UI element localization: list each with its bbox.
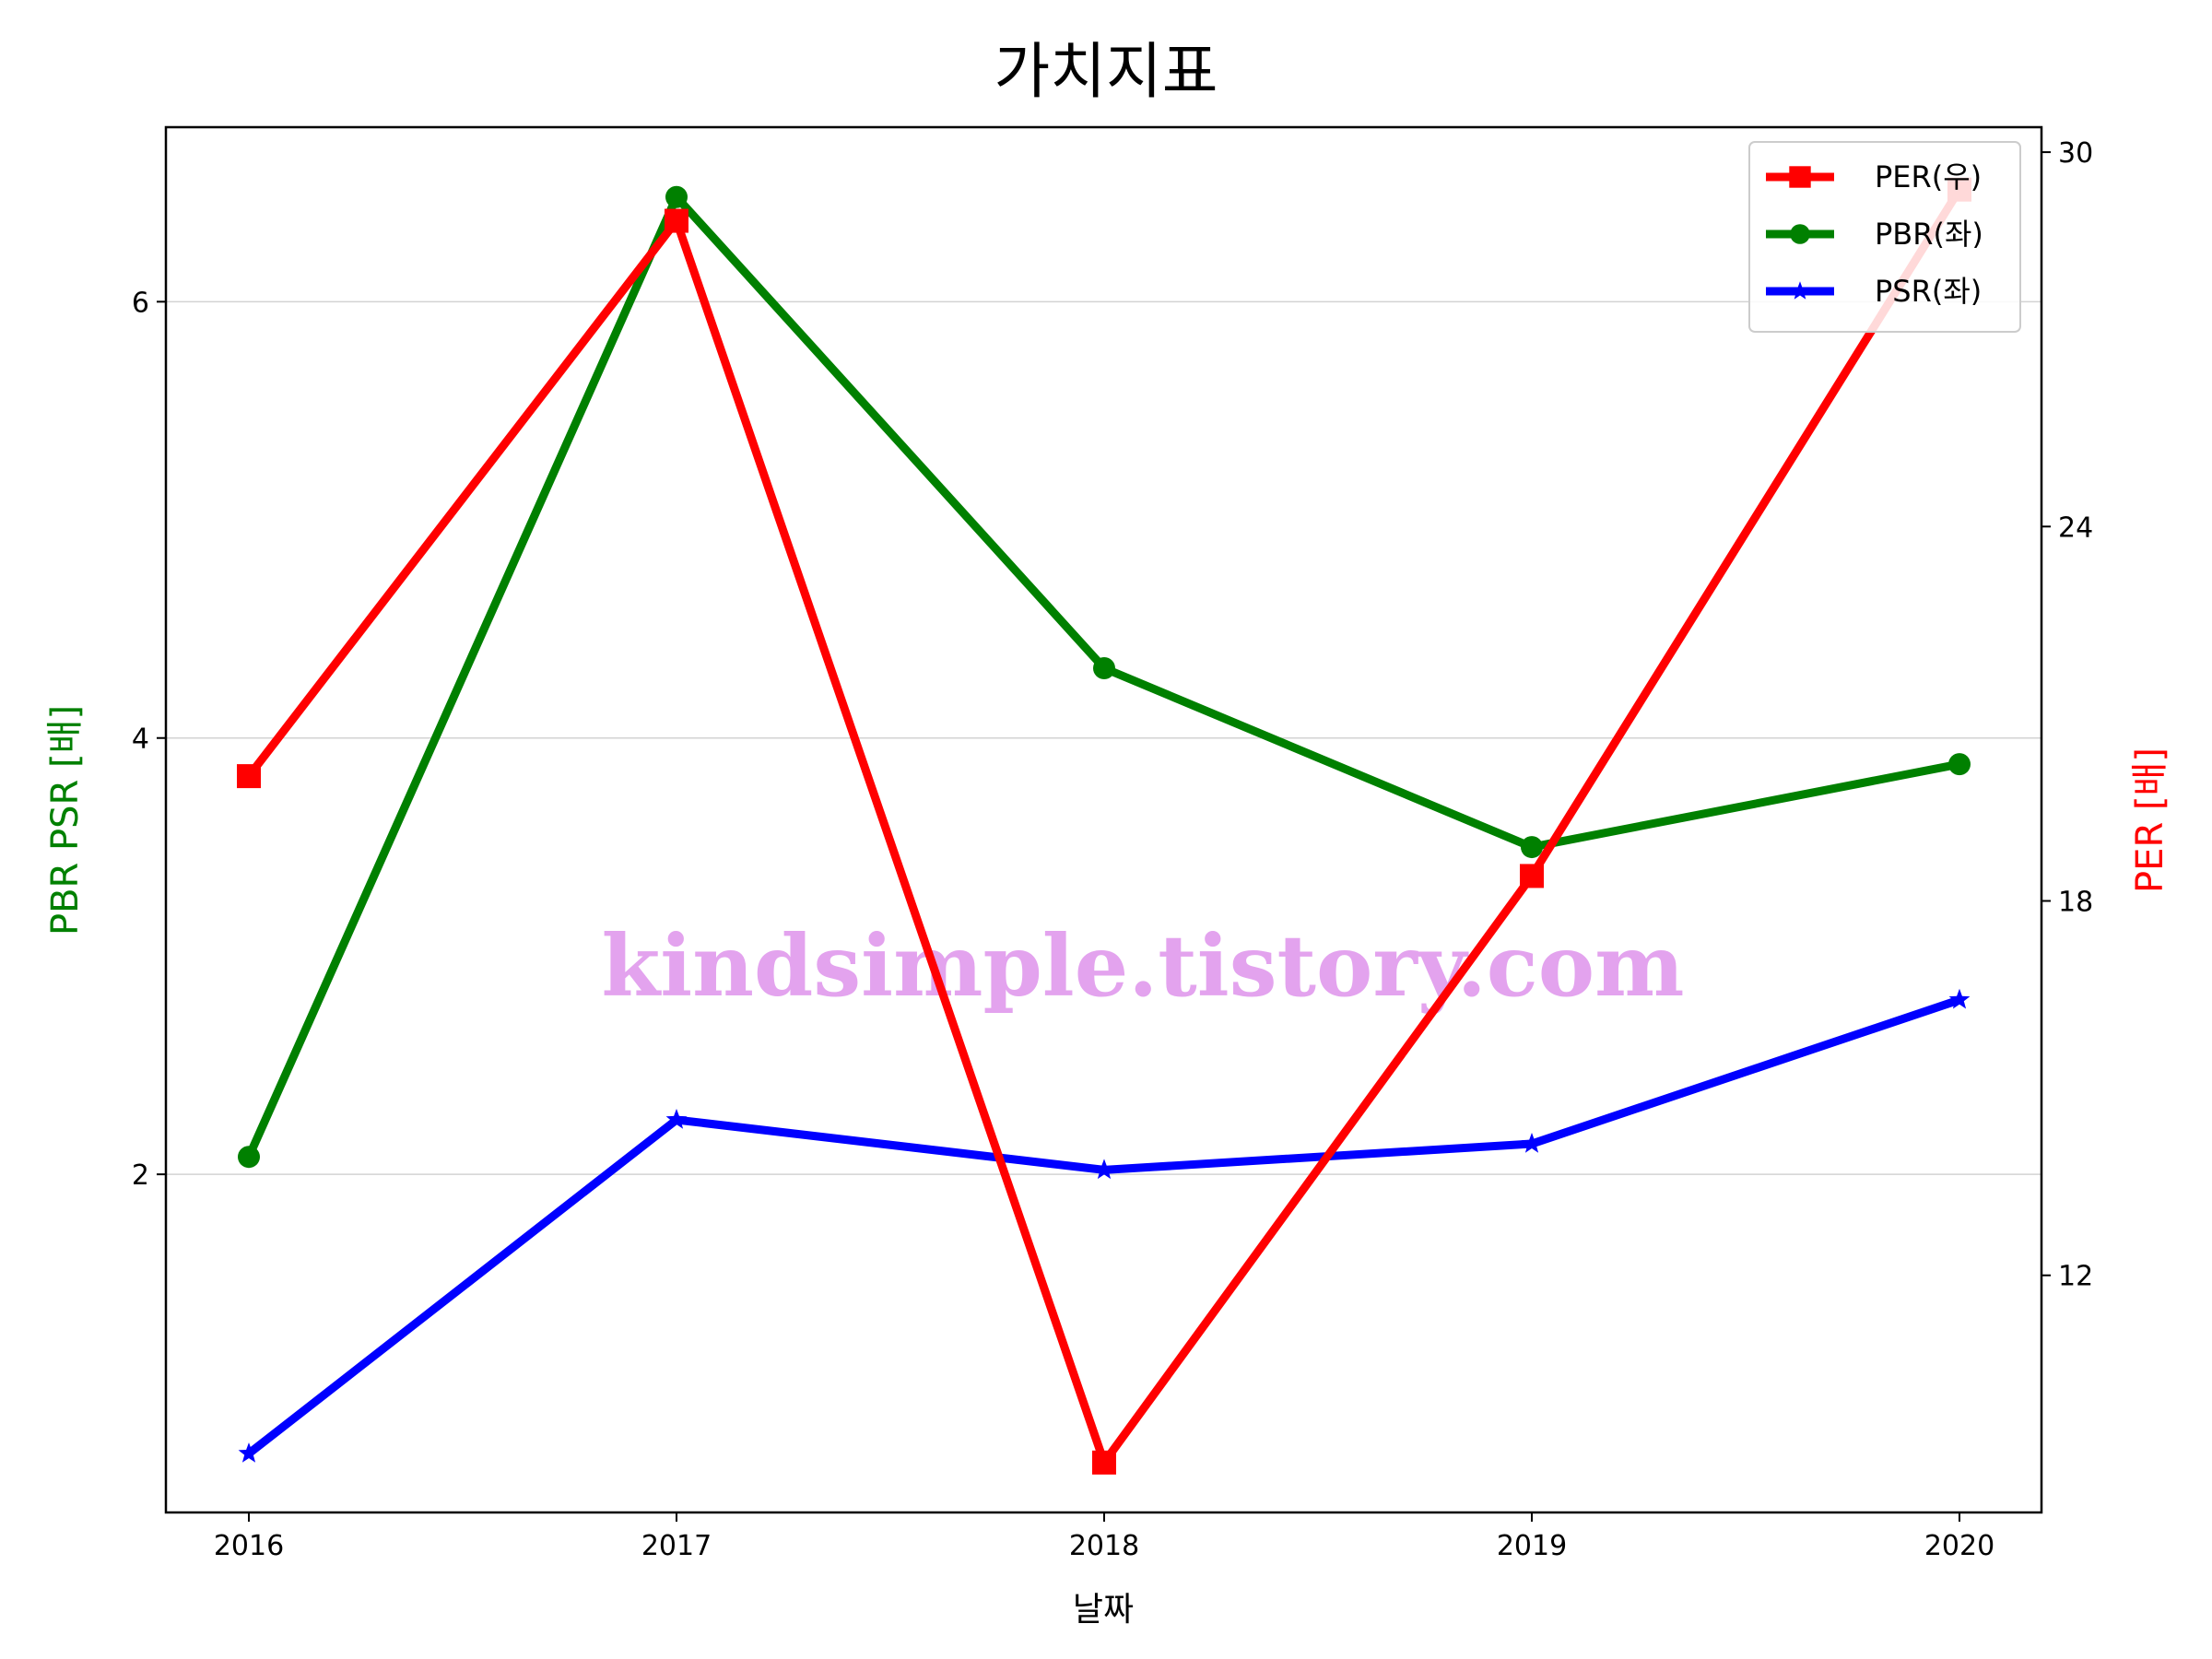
data-point-psr [1521, 1133, 1543, 1153]
data-point-psr [1093, 1159, 1115, 1180]
legend-label: PSR(좌) [1875, 274, 1982, 309]
x-axis-label: 날짜 [1073, 1591, 1134, 1629]
data-point-psr [665, 1109, 688, 1129]
y-left-tick-label: 4 [132, 724, 149, 756]
data-point-pbr [1948, 753, 1971, 776]
x-axis: 2016 2017 2018 2019 2020 [214, 1512, 1994, 1562]
data-point-per [1520, 864, 1544, 888]
y-axis-right-label: PER [배] [2129, 747, 2171, 893]
y-axis-left: 2 4 6 [132, 287, 166, 1192]
legend-label: PBR(좌) [1875, 217, 1983, 252]
series-per [237, 177, 1971, 1475]
legend-item-per: PER(우) [1766, 159, 1982, 194]
legend-box [1748, 141, 2021, 333]
legend-item-psr: PSR(좌) [1766, 274, 1982, 309]
data-point-per [237, 764, 261, 789]
data-point-pbr [238, 1146, 260, 1169]
data-point-psr [1948, 988, 1971, 1009]
legend-item-pbr: PBR(좌) [1766, 217, 1983, 252]
legend-label: PER(우) [1875, 159, 1982, 194]
watermark-layer: kindsimple.tistory.com [601, 916, 1684, 1016]
data-point-psr [238, 1442, 260, 1463]
data-point-per [665, 208, 688, 233]
y-left-tick-label: 6 [132, 287, 149, 319]
data-point-pbr [1093, 656, 1115, 679]
x-tick-label: 2019 [1497, 1530, 1567, 1562]
x-tick-label: 2016 [214, 1530, 284, 1562]
y-right-tick-label: 24 [2058, 512, 2093, 544]
legend-marker [1790, 224, 1810, 244]
y-left-tick-label: 2 [132, 1159, 149, 1192]
legend: PER(우) PBR(좌) PSR(좌) [1748, 141, 2021, 333]
data-point-pbr [1521, 836, 1543, 859]
y-right-tick-label: 18 [2058, 887, 2093, 919]
series-psr [238, 988, 1971, 1463]
legend-marker [1790, 281, 1810, 300]
x-tick-label: 2017 [641, 1530, 712, 1562]
y-axis-left-label: PBR PSR [배] [44, 705, 87, 935]
watermark-text: kindsimple.tistory.com [601, 916, 1684, 1016]
y-right-tick-label: 30 [2058, 137, 2093, 170]
series-pbr [238, 185, 1971, 1169]
x-tick-label: 2018 [1069, 1530, 1139, 1562]
series-layer [237, 177, 1971, 1475]
y-right-tick-label: 12 [2058, 1261, 2093, 1293]
chart-title: 가치지표 [994, 36, 1218, 107]
legend-marker [1789, 166, 1811, 188]
x-tick-label: 2020 [1924, 1530, 1994, 1562]
data-point-pbr [665, 185, 688, 208]
data-point-per [1092, 1450, 1116, 1475]
y-axis-right: 12 18 24 30 [2041, 137, 2093, 1293]
